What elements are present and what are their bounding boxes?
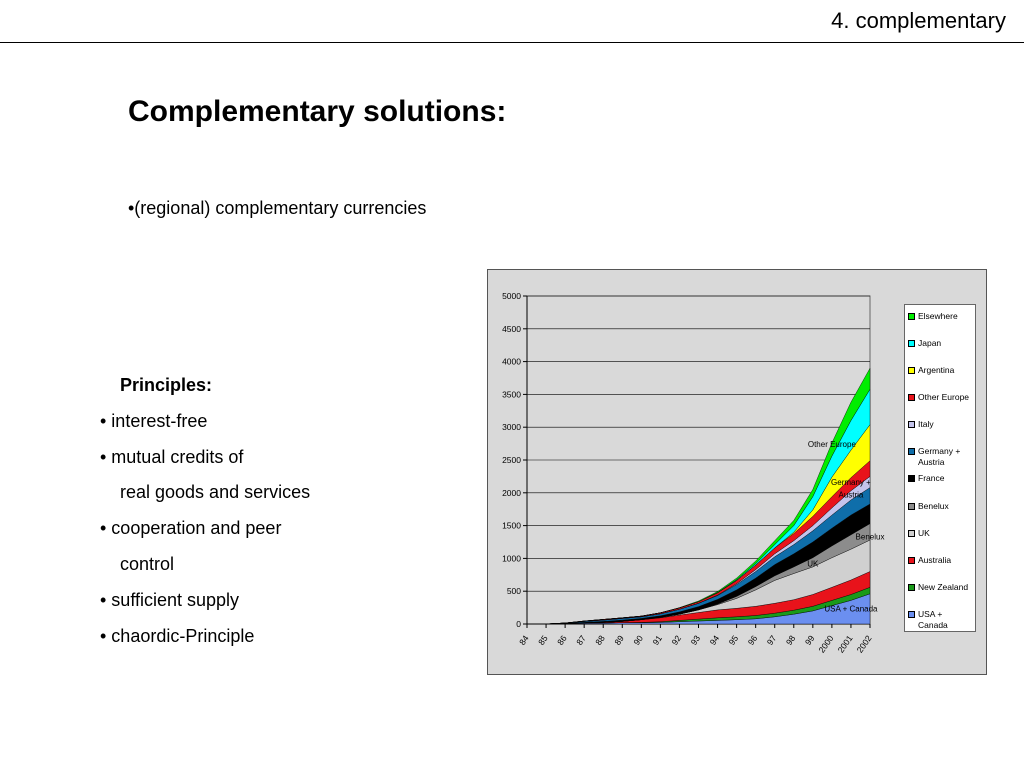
x-tick-label: 91 <box>650 633 664 647</box>
legend-item: New Zealand <box>908 582 974 593</box>
x-tick-label: 93 <box>689 633 703 647</box>
y-tick-label: 4000 <box>502 357 521 367</box>
y-tick-label: 3000 <box>502 422 521 432</box>
chart-annotation: Germany + <box>831 478 871 487</box>
principle-line: real goods and services <box>120 482 311 503</box>
legend-swatch <box>908 394 915 401</box>
slide-title: Complementary solutions: <box>128 95 507 128</box>
legend-item: Australia <box>908 555 974 566</box>
legend-label: USA + Canada <box>918 609 948 630</box>
area-chart: 0 500 1000 1500 2000 2500 3000 3500 4000 4500 5000… <box>502 291 885 655</box>
legend-label: UK <box>918 528 930 538</box>
legend-label: Other Europe <box>918 392 970 402</box>
legend-swatch <box>908 313 915 320</box>
legend-label: Germany + Austria <box>918 446 961 467</box>
chart-annotation: Other Europe <box>808 440 857 449</box>
y-tick-label: 3500 <box>502 389 521 399</box>
x-tick-label: 92 <box>669 633 683 647</box>
legend-swatch <box>908 421 915 428</box>
legend-item: Benelux <box>908 501 974 512</box>
legend-item: Elsewhere <box>908 311 974 322</box>
legend-label: France <box>918 473 945 483</box>
x-tick-label: 98 <box>784 633 798 647</box>
legend-label: Elsewhere <box>918 311 958 321</box>
x-tick-label: 87 <box>574 633 588 647</box>
x-tick-label: 84 <box>517 633 531 647</box>
x-tick-label: 90 <box>631 633 645 647</box>
chart-annotation: Austria <box>838 490 863 499</box>
chart-legend: Elsewhere Japan Argentina Other Europe Italy… <box>904 304 976 632</box>
x-tick-label: 99 <box>803 633 817 647</box>
y-tick-label: 1500 <box>502 521 521 531</box>
intro-bullet: •(regional) complementary currencies <box>128 198 427 218</box>
legend-label: Australia <box>918 555 952 565</box>
header-divider <box>0 42 1024 43</box>
legend-label: Italy <box>918 419 934 429</box>
legend-swatch <box>908 448 915 455</box>
principle-line: • mutual credits of <box>100 446 244 467</box>
principle-line: • sufficient supply <box>100 589 240 610</box>
legend-item: Argentina <box>908 365 974 376</box>
x-tick-label: 86 <box>555 633 569 647</box>
x-tick-label: 2002 <box>855 633 874 654</box>
principles-list: Principles: • interest-free • mutual credi… <box>100 368 310 654</box>
legend-swatch <box>908 611 915 618</box>
legend-label: Japan <box>918 338 942 348</box>
principle-line: control <box>120 553 175 574</box>
legend-swatch <box>908 584 915 591</box>
legend-swatch <box>908 557 915 564</box>
chart-annotation: Benelux <box>856 532 885 541</box>
legend-item: Japan <box>908 338 974 349</box>
legend-item: Germany + Austria <box>908 446 974 468</box>
legend-swatch <box>908 340 915 347</box>
y-tick-label: 0 <box>516 619 521 629</box>
legend-label: New Zealand <box>918 582 969 592</box>
x-tick-label: 2000 <box>816 633 835 654</box>
legend-swatch <box>908 475 915 482</box>
x-tick-label: 89 <box>612 633 626 647</box>
legend-swatch <box>908 367 915 374</box>
x-tick-label: 88 <box>593 633 607 647</box>
x-tick-label: 97 <box>765 633 779 647</box>
legend-item: USA + Canada <box>908 609 974 631</box>
legend-swatch <box>908 503 915 510</box>
legend-item: UK <box>908 528 974 539</box>
x-tick-label: 95 <box>727 633 741 647</box>
y-tick-label: 4500 <box>502 324 521 334</box>
x-tick-label: 94 <box>708 633 722 647</box>
y-tick-label: 500 <box>507 586 521 596</box>
section-label: 4. complementary <box>831 8 1006 33</box>
chart-annotation: UK <box>807 559 819 568</box>
principle-line: Principles: <box>120 375 213 395</box>
chart-annotation: USA + Canada <box>824 605 878 614</box>
y-tick-label: 2500 <box>502 455 521 465</box>
y-tick-label: 1000 <box>502 553 521 563</box>
y-tick-label: 5000 <box>502 291 521 301</box>
legend-swatch <box>908 530 915 537</box>
x-tick-label: 85 <box>536 633 550 647</box>
legend-item: Other Europe <box>908 392 974 403</box>
principle-line: • chaordic-Principle <box>100 625 255 646</box>
legend-label: Argentina <box>918 365 955 375</box>
legend-label: Benelux <box>918 501 949 511</box>
x-tick-label: 2001 <box>836 633 855 654</box>
legend-item: France <box>908 473 974 484</box>
area-series <box>526 367 871 625</box>
legend-item: Italy <box>908 419 974 430</box>
chart-frame: 0 500 1000 1500 2000 2500 3000 3500 4000 4500 5000… <box>487 269 987 675</box>
y-tick-label: 2000 <box>502 488 521 498</box>
principle-line: • interest-free <box>100 410 208 431</box>
principle-line: • cooperation and peer <box>100 518 282 539</box>
x-tick-label: 96 <box>746 633 760 647</box>
